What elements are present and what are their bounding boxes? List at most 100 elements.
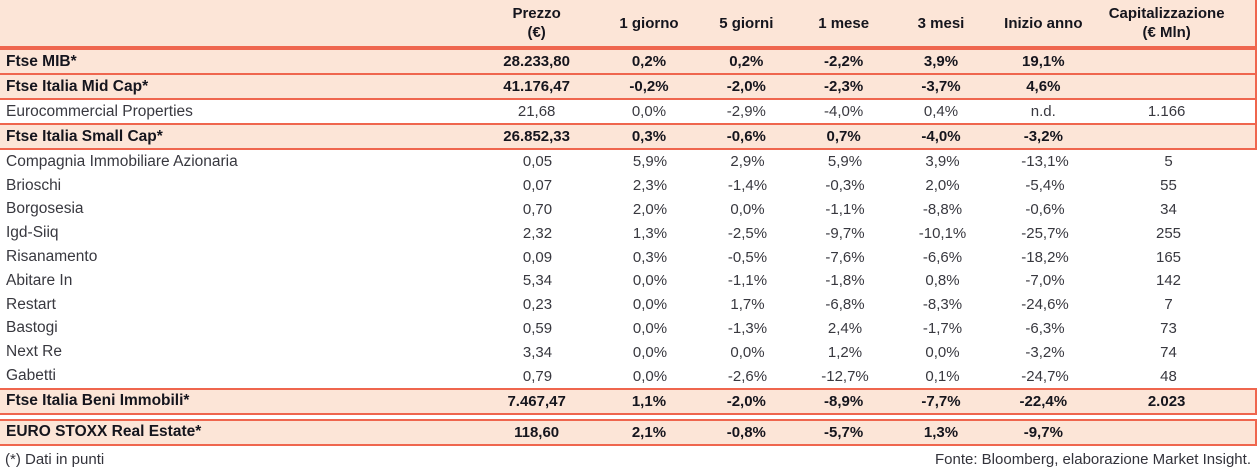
header-cell-1-mese: 1 mese	[794, 0, 894, 46]
cell-prezzo: 0,70	[522, 200, 553, 218]
cell-1-mese: 0,7%	[826, 128, 861, 145]
cell-1-mese: 5,9%	[827, 153, 863, 171]
cell-1-giorno: 1,1%	[631, 392, 667, 410]
table-row: Bastogi 0,59 0,0% -1,3% 2,4% -1,7% -6,3% 73	[0, 317, 1257, 341]
cell-3-mesi: 0,1%	[925, 367, 960, 385]
cell-capitalizzazione: 34	[1160, 200, 1177, 218]
row-label: Igd-Siiq	[6, 224, 59, 242]
cell-capitalizzazione: 55	[1160, 177, 1177, 195]
cell-5-giorni: -0,6%	[726, 128, 766, 145]
cell-1-giorno: 0,0%	[632, 296, 668, 314]
cell-1-giorno: 0,3%	[632, 248, 668, 266]
cell-1-mese: -4,0%	[824, 103, 864, 120]
table-row: Borgosesia 0,70 2,0% 0,0% -1,1% -8,8% -0,6% 34	[0, 198, 1257, 222]
cell-inizio-anno: -18,2%	[1021, 248, 1069, 266]
row-label: Restart	[6, 295, 56, 313]
stock-section: Compagnia Immobiliare Azionaria 0,05 5,9% 2…	[0, 150, 1257, 388]
header-label: 1 mese	[818, 14, 870, 32]
cell-5-giorni: -2,0%	[726, 392, 766, 410]
row-label: Eurocommercial Properties	[6, 102, 193, 120]
source-note: Fonte: Bloomberg, elaborazione Market In…	[934, 450, 1251, 468]
index-section: Ftse MIB* 28.233,80 0,2% 0,2% -2,2% 3,9% 19,1%…	[0, 48, 1257, 150]
row-label: Bastogi	[6, 319, 58, 337]
table-row: Eurocommercial Properties 21,68 0,0% -2,9% -…	[0, 98, 1255, 123]
cell-inizio-anno: -3,2%	[1023, 128, 1063, 145]
cell-3-mesi: 3,9%	[923, 53, 959, 70]
footnote-dati-in-punti: (*) Dati in punti	[5, 450, 105, 468]
cell-3-mesi: 0,4%	[923, 103, 959, 120]
cell-5-giorni: 0,0%	[730, 343, 765, 361]
header-sublabel: (€ Mln)	[1142, 24, 1191, 41]
cell-1-giorno: 0,0%	[631, 103, 667, 120]
cell-5-giorni: -1,4%	[727, 177, 768, 195]
row-label: Borgosesia	[6, 200, 84, 218]
table-header-wrap: Prezzo (€) 1 giorno 5 giorni 1 mese 3 mesi Ini…	[0, 0, 1257, 48]
cell-1-giorno: 0,0%	[632, 343, 668, 361]
cell-3-mesi: 2,0%	[925, 177, 960, 195]
row-label: EURO STOXX Real Estate*	[6, 423, 202, 441]
table-row: EURO STOXX Real Estate* 118,60 2,1% -0,8% -5…	[0, 420, 1255, 444]
row-label: Compagnia Immobiliare Azionaria	[6, 152, 238, 170]
cell-inizio-anno: -6,3%	[1025, 319, 1065, 337]
cell-inizio-anno: 19,1%	[1022, 53, 1065, 70]
cell-prezzo: 5,34	[522, 272, 553, 290]
cell-inizio-anno: -25,7%	[1021, 224, 1069, 242]
cell-prezzo: 28.233,80	[503, 53, 570, 70]
cell-inizio-anno: -0,6%	[1025, 200, 1065, 218]
cell-1-mese: -2,3%	[824, 78, 864, 95]
cell-1-giorno: 1,3%	[632, 224, 668, 242]
header-cell-capitalizzazione: Capitalizzazione (€ Mln)	[1098, 0, 1255, 46]
cell-inizio-anno: -24,7%	[1021, 367, 1069, 385]
cell-capitalizzazione: 7	[1164, 296, 1173, 314]
cell-3-mesi: -4,0%	[921, 128, 961, 145]
cell-5-giorni: -0,8%	[726, 423, 766, 441]
table-row: Abitare In 5,34 0,0% -1,1% -1,8% 0,8% -7,0% 142	[0, 269, 1257, 293]
cell-inizio-anno: -3,2%	[1025, 343, 1065, 361]
cell-3-mesi: -8,8%	[922, 200, 963, 218]
cell-prezzo: 2,32	[522, 224, 553, 242]
cell-1-mese: -6,8%	[825, 296, 865, 314]
header-label: 5 giorni	[719, 14, 774, 32]
cell-1-mese: -9,7%	[825, 224, 865, 242]
cell-1-mese: -0,3%	[825, 177, 865, 195]
cell-inizio-anno: -7,0%	[1025, 272, 1065, 290]
row-label: Gabetti	[6, 367, 56, 385]
table-header-row: Prezzo (€) 1 giorno 5 giorni 1 mese 3 mesi Ini…	[0, 0, 1257, 48]
table-row: Brioschi 0,07 2,3% -1,4% -0,3% 2,0% -5,4% 55	[0, 174, 1257, 198]
table-footer: (*) Dati in punti Fonte: Bloomberg, elab…	[0, 446, 1257, 470]
cell-capitalizzazione: 5	[1164, 153, 1173, 171]
cell-3-mesi: -10,1%	[918, 224, 967, 242]
header-label: Prezzo	[512, 5, 561, 22]
cell-3-mesi: -8,3%	[922, 296, 963, 314]
cell-5-giorni: -2,9%	[726, 103, 766, 120]
table-row: Ftse MIB* 28.233,80 0,2% 0,2% -2,2% 3,9% 19,1%	[0, 50, 1255, 73]
cell-inizio-anno: -5,4%	[1025, 177, 1065, 195]
row-label: Abitare In	[6, 271, 73, 289]
cell-5-giorni: -1,1%	[727, 272, 768, 290]
cell-1-mese: -8,9%	[824, 392, 864, 410]
cell-1-mese: -12,7%	[821, 367, 869, 385]
cell-1-mese: -1,8%	[825, 272, 865, 290]
cell-1-mese: -1,1%	[825, 200, 865, 218]
cell-1-giorno: 2,3%	[632, 177, 668, 195]
header-cell-name	[0, 0, 474, 46]
cell-capitalizzazione: 142	[1155, 272, 1182, 290]
cell-5-giorni: -2,0%	[726, 78, 766, 95]
cell-prezzo: 0,07	[522, 177, 553, 195]
cell-capitalizzazione: 255	[1155, 224, 1182, 242]
cell-1-mese: 1,2%	[827, 343, 863, 361]
table-row: Ftse Italia Mid Cap* 41.176,47 -0,2% -2,0% -…	[0, 73, 1255, 98]
header-sublabel: (€)	[527, 24, 546, 41]
cell-3-mesi: -7,7%	[921, 392, 961, 410]
cell-1-mese: -5,7%	[824, 423, 864, 441]
cell-1-giorno: 0,0%	[632, 367, 668, 385]
cell-3-mesi: 3,9%	[925, 153, 960, 171]
header-label: Inizio anno	[1004, 14, 1083, 32]
row-label: Ftse Italia Mid Cap*	[6, 77, 149, 95]
cell-prezzo: 7.467,47	[507, 392, 566, 410]
row-label: Risanamento	[6, 248, 98, 266]
cell-capitalizzazione	[1098, 421, 1255, 444]
table-row: Ftse Italia Small Cap* 26.852,33 0,3% -0,6%…	[0, 123, 1255, 148]
cell-inizio-anno: -22,4%	[1019, 392, 1068, 410]
